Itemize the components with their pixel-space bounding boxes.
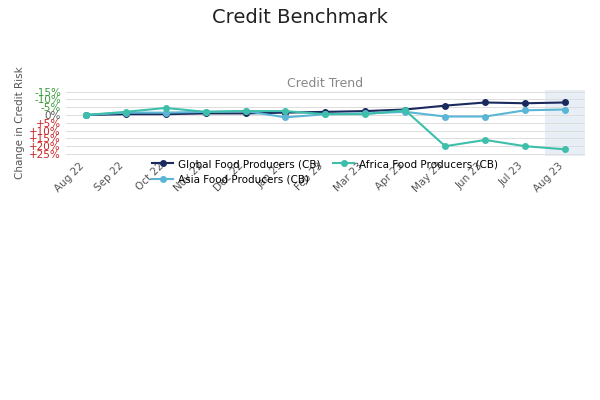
Title: Credit Trend: Credit Trend [287, 77, 364, 90]
Y-axis label: Change in Credit Risk: Change in Credit Risk [15, 66, 25, 179]
Legend: Global Food Producers (CB), Asia Food Producers (CB), Africa Food Producers (CB): Global Food Producers (CB), Asia Food Pr… [148, 155, 503, 188]
Bar [545, 90, 585, 156]
Text: Credit Benchmark: Credit Benchmark [212, 8, 388, 27]
